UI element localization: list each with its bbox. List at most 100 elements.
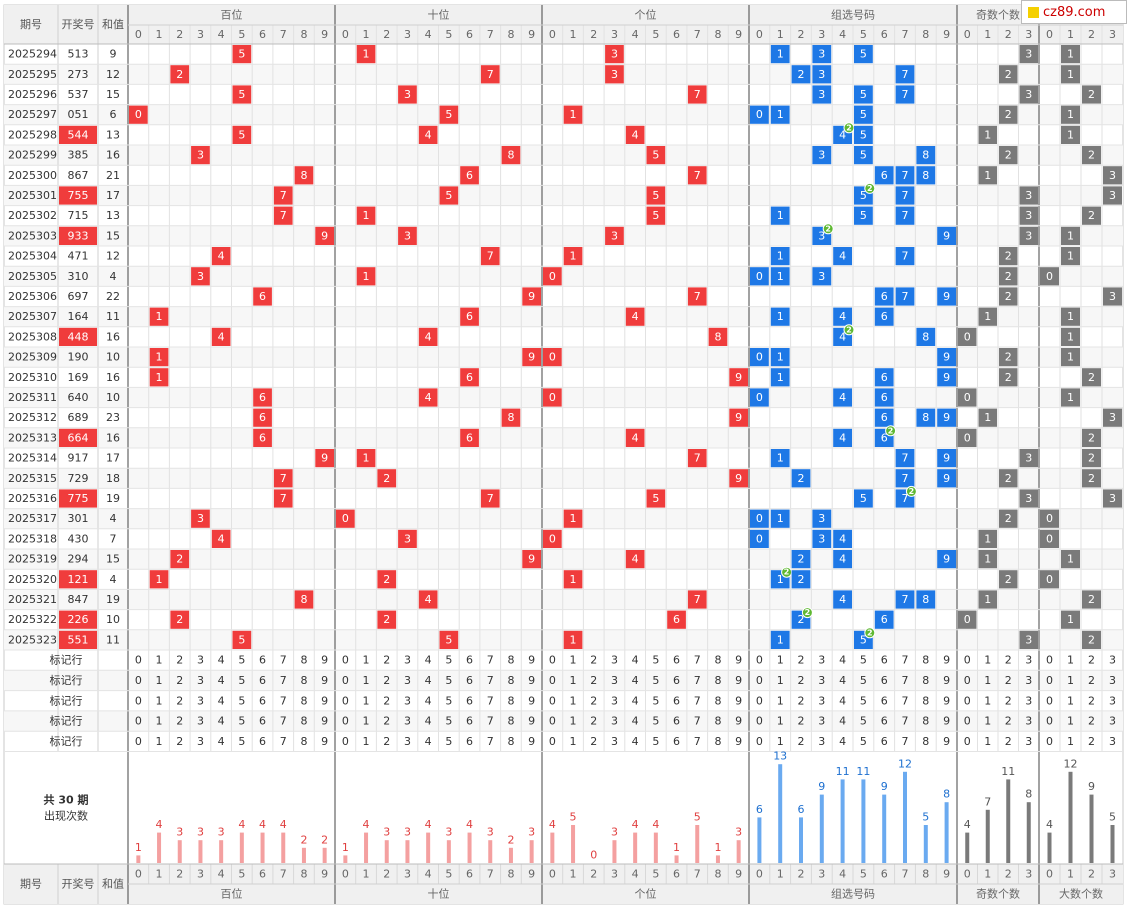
row-sum: 4 bbox=[110, 270, 117, 283]
mark-row-digit: 4 bbox=[839, 694, 846, 707]
mark-row-digit: 4 bbox=[839, 735, 846, 748]
count-bar bbox=[923, 825, 928, 863]
footer-digit: 9 bbox=[528, 868, 535, 881]
mark-row-digit: 3 bbox=[818, 735, 825, 748]
big-count-digit: 3 bbox=[1109, 290, 1116, 303]
mark-row-digit: 2 bbox=[1005, 674, 1012, 687]
position-mark bbox=[729, 408, 748, 427]
row-draw: 385 bbox=[68, 149, 89, 162]
row-sum: 13 bbox=[106, 128, 120, 141]
position-mark bbox=[418, 125, 438, 144]
mark-row-digit: 7 bbox=[694, 715, 701, 728]
big-count-mark bbox=[1082, 630, 1101, 649]
row-draw: 301 bbox=[68, 512, 89, 525]
group-mark bbox=[854, 489, 873, 508]
group-mark bbox=[854, 105, 873, 124]
row-sum: 16 bbox=[106, 371, 120, 384]
position-mark bbox=[563, 570, 583, 589]
row-sum: 17 bbox=[106, 189, 120, 202]
position-mark bbox=[687, 85, 707, 104]
position-mark bbox=[522, 287, 541, 306]
row-draw: 917 bbox=[68, 452, 89, 465]
group-mark-digit: 9 bbox=[943, 452, 950, 465]
mark-row-digit: 7 bbox=[694, 654, 701, 667]
position-mark bbox=[480, 65, 500, 84]
group-mark bbox=[770, 45, 790, 64]
count-bar-label: 1 bbox=[673, 841, 680, 854]
position-mark bbox=[294, 166, 314, 185]
mark-row-digit: 3 bbox=[818, 654, 825, 667]
row-stripe bbox=[4, 145, 1123, 166]
group-mark bbox=[770, 105, 790, 124]
count-bar bbox=[364, 832, 369, 863]
mark-row-digit: 4 bbox=[425, 694, 432, 707]
header-sum: 和值 bbox=[102, 18, 124, 31]
row-period: 2025306 bbox=[8, 290, 57, 303]
count-bar bbox=[281, 832, 286, 863]
row-draw: 164 bbox=[68, 310, 89, 323]
mark-row-digit: 0 bbox=[135, 735, 142, 748]
row-sum: 9 bbox=[110, 48, 117, 61]
mark-row-digit: 9 bbox=[528, 735, 535, 748]
group-mark-digit: 8 bbox=[922, 411, 929, 424]
row-draw: 190 bbox=[68, 351, 89, 364]
position-mark-digit: 4 bbox=[218, 532, 225, 545]
footer-digit: 7 bbox=[280, 868, 287, 881]
position-mark-digit: 6 bbox=[466, 431, 473, 444]
big-count-digit: 2 bbox=[1088, 472, 1095, 485]
position-mark bbox=[253, 408, 272, 427]
group-mark bbox=[874, 610, 894, 629]
footer-group-label: 个位 bbox=[635, 887, 657, 901]
mark-row-digit: 2 bbox=[590, 674, 597, 687]
mark-row-digit: 5 bbox=[860, 735, 867, 748]
position-mark-digit: 4 bbox=[425, 330, 432, 343]
group-mark bbox=[770, 630, 790, 649]
odd-count-digit: 0 bbox=[964, 431, 971, 444]
mark-row-digit: 3 bbox=[1109, 735, 1116, 748]
big-count-mark bbox=[1061, 45, 1080, 64]
group-mark-digit: 7 bbox=[902, 492, 909, 505]
mark-row-digit: 6 bbox=[673, 735, 680, 748]
group-mark bbox=[833, 590, 852, 609]
position-mark bbox=[646, 146, 666, 165]
count-bar-label: 9 bbox=[881, 780, 888, 793]
mark-row-digit: 0 bbox=[1046, 715, 1053, 728]
mark-row-digit: 4 bbox=[632, 715, 639, 728]
row-draw: 551 bbox=[68, 633, 89, 646]
group-mark bbox=[937, 368, 956, 387]
position-mark-digit: 4 bbox=[218, 250, 225, 263]
odd-count-mark bbox=[999, 348, 1018, 367]
header-digit: 2 bbox=[383, 28, 390, 41]
repeat-badge-count: 2 bbox=[909, 487, 915, 496]
count-bar-label: 3 bbox=[528, 826, 535, 839]
position-mark bbox=[439, 630, 459, 649]
odd-count-mark bbox=[999, 267, 1018, 286]
position-mark-digit: 1 bbox=[363, 270, 370, 283]
count-bar bbox=[778, 764, 783, 863]
position-mark bbox=[439, 105, 459, 124]
group-mark-digit: 5 bbox=[860, 189, 867, 202]
header-digit: 7 bbox=[280, 28, 287, 41]
position-mark bbox=[294, 590, 314, 609]
header-digit: 1 bbox=[570, 28, 577, 41]
mark-row-digit: 3 bbox=[197, 674, 204, 687]
big-count-digit: 3 bbox=[1109, 189, 1116, 202]
row-draw: 867 bbox=[68, 169, 89, 182]
mark-row-digit: 5 bbox=[652, 715, 659, 728]
group-mark bbox=[833, 307, 852, 326]
group-mark-digit: 7 bbox=[902, 290, 909, 303]
odd-count-digit: 1 bbox=[984, 310, 991, 323]
count-bar bbox=[1047, 832, 1052, 863]
position-mark bbox=[129, 105, 148, 124]
big-count-mark bbox=[1061, 247, 1080, 266]
mark-row-digit: 1 bbox=[363, 674, 370, 687]
mark-row-digit: 9 bbox=[321, 654, 328, 667]
group-mark-digit: 1 bbox=[777, 108, 784, 121]
big-count-digit: 3 bbox=[1109, 492, 1116, 505]
mark-row-digit: 1 bbox=[777, 694, 784, 707]
header-digit: 0 bbox=[964, 28, 971, 41]
mark-row-digit: 5 bbox=[445, 694, 452, 707]
odd-count-digit: 2 bbox=[1005, 270, 1012, 283]
mark-row-digit: 9 bbox=[321, 674, 328, 687]
mark-row-digit: 3 bbox=[1109, 694, 1116, 707]
